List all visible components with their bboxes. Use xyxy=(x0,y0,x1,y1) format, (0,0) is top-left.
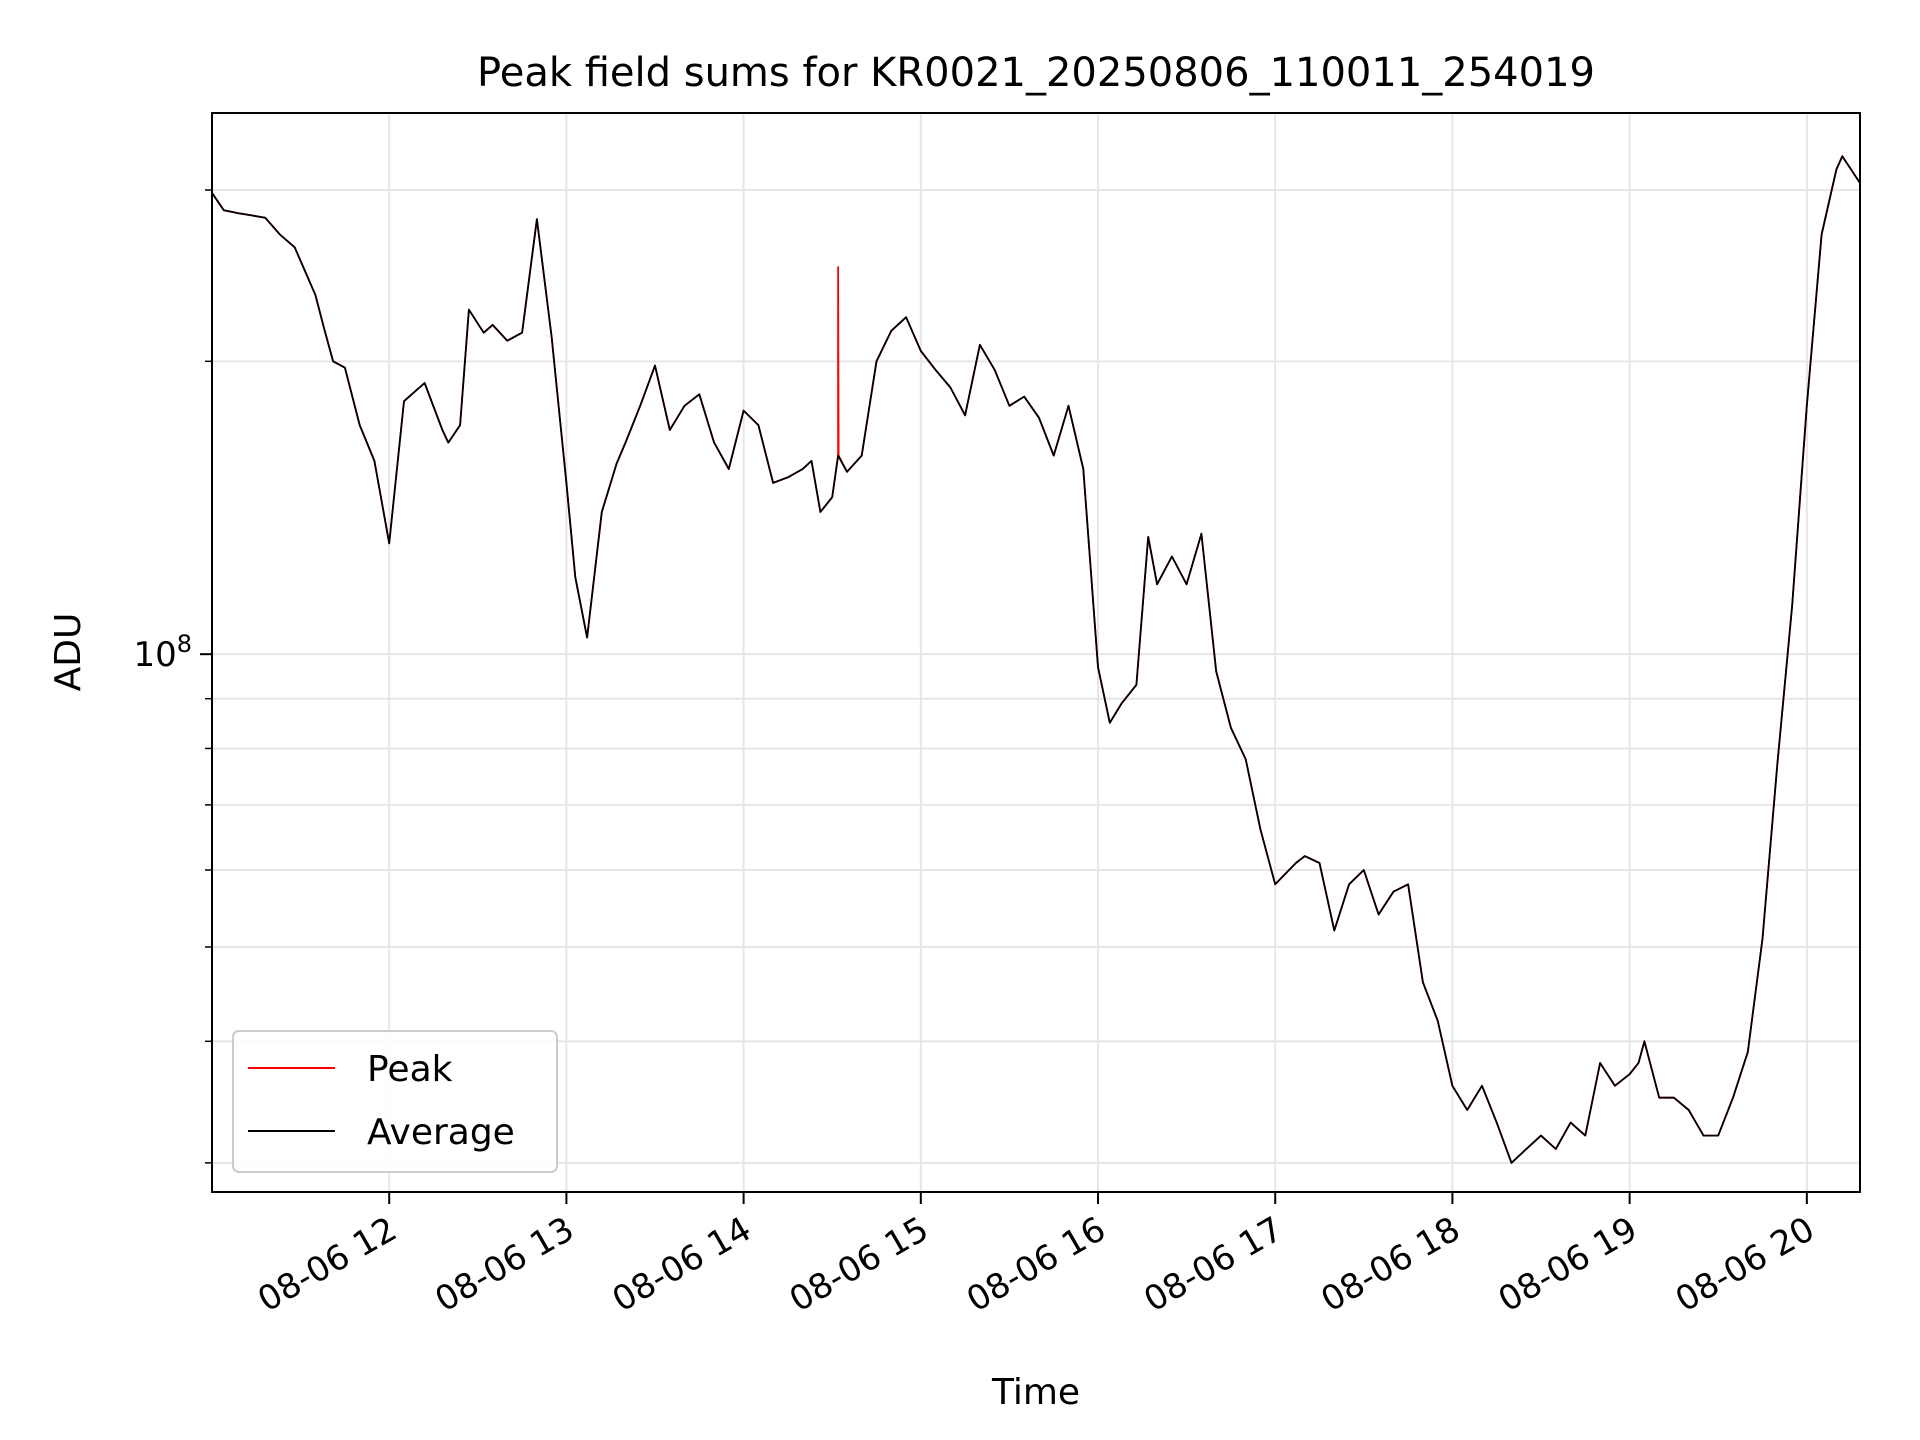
legend-label-average: Average xyxy=(367,1112,515,1153)
legend-box xyxy=(232,1030,558,1173)
chart-title: Peak field sums for KR0021_20250806_1100… xyxy=(477,50,1595,96)
y-axis-label: ADU xyxy=(48,613,89,692)
plot-frame xyxy=(211,112,1861,1193)
y-tick-label: 108 xyxy=(133,630,192,675)
series-layer xyxy=(212,155,1860,1164)
legend-label-peak: Peak xyxy=(367,1049,453,1090)
legend: Peak Average xyxy=(232,1030,558,1173)
series-line-average xyxy=(212,155,1860,1164)
grid xyxy=(212,113,1860,1192)
x-axis-label: Time xyxy=(991,1372,1080,1413)
